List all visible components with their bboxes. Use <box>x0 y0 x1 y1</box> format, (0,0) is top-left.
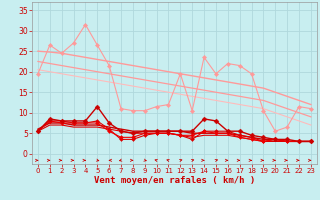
X-axis label: Vent moyen/en rafales ( km/h ): Vent moyen/en rafales ( km/h ) <box>94 176 255 185</box>
